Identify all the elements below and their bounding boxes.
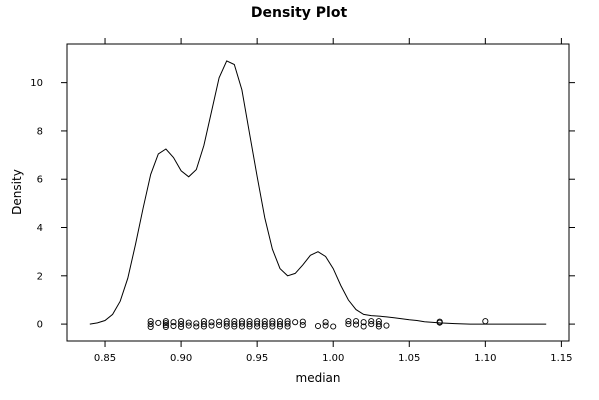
data-point: [193, 320, 200, 327]
y-tick-label: 10: [30, 78, 43, 89]
data-point: [178, 318, 185, 325]
data-point: [276, 323, 284, 330]
data-point: [162, 320, 169, 327]
data-point: [208, 319, 215, 326]
data-point: [147, 318, 154, 325]
data-point: [162, 322, 169, 329]
data-point: [345, 318, 352, 325]
x-tick-label: 1.00: [322, 353, 344, 364]
x-tick-label: 1.10: [474, 353, 496, 364]
data-point: [360, 323, 367, 330]
data-point: [330, 323, 337, 330]
data-point: [284, 320, 291, 327]
data-point: [375, 323, 382, 330]
y-tick-label: 2: [37, 271, 43, 282]
data-point: [360, 319, 367, 326]
data-point: [178, 323, 185, 331]
data-point: [223, 320, 230, 327]
data-point: [231, 321, 238, 328]
data-point: [223, 323, 230, 330]
data-point: [299, 318, 306, 325]
data-point: [261, 321, 268, 328]
data-point: [314, 322, 322, 330]
plot-frame: [66, 43, 570, 342]
data-point: [254, 320, 261, 327]
data-point: [162, 323, 169, 331]
x-axis-label: median: [296, 371, 341, 385]
data-point: [185, 322, 192, 329]
data-point: [436, 319, 443, 326]
data-point: [200, 323, 207, 330]
data-point: [261, 323, 268, 330]
data-point: [231, 323, 238, 330]
data-point: [276, 321, 284, 328]
data-point: [254, 323, 261, 330]
data-point: [284, 323, 291, 330]
x-tick-label: 0.90: [170, 353, 192, 364]
data-point: [246, 323, 253, 330]
data-point: [155, 319, 162, 326]
data-point: [292, 319, 299, 326]
data-point: [383, 322, 390, 329]
data-point: [238, 320, 245, 327]
x-tick-label: 0.95: [246, 353, 268, 364]
data-point: [178, 321, 185, 328]
data-point: [216, 322, 223, 329]
data-point: [162, 318, 169, 325]
data-point: [299, 322, 306, 329]
y-tick-label: 6: [37, 175, 43, 186]
x-tick-label: 0.85: [94, 353, 116, 364]
density-curve: [89, 60, 547, 325]
y-tick-label: 8: [37, 126, 43, 137]
data-point: [185, 319, 192, 326]
data-point: [322, 322, 329, 329]
data-point: [246, 321, 253, 328]
data-point: [147, 321, 154, 328]
data-point: [352, 321, 360, 328]
data-point: [352, 318, 360, 325]
data-point: [482, 318, 489, 325]
axis-ticks: 0.85 0.90 0.95 1.00 1.05 1.10 1.15 0 2 4 6 8 10: [30, 38, 575, 364]
x-tick-label: 1.15: [550, 353, 572, 364]
data-point: [208, 322, 215, 329]
data-point: [238, 323, 245, 330]
data-points: [147, 318, 489, 331]
data-point: [170, 322, 177, 330]
data-point: [193, 323, 200, 330]
data-point: [322, 319, 329, 326]
x-tick-label: 1.05: [398, 353, 420, 364]
chart-title: Density Plot: [251, 5, 348, 21]
data-point: [216, 318, 223, 325]
y-tick-label: 0: [37, 320, 43, 331]
data-point: [368, 318, 375, 325]
data-point: [375, 321, 382, 328]
y-tick-label: 4: [37, 223, 43, 234]
data-point: [345, 321, 352, 328]
data-point: [170, 319, 177, 326]
data-point: [147, 323, 154, 331]
data-point: [368, 321, 375, 328]
data-point: [200, 321, 207, 328]
data-point: [269, 323, 276, 330]
y-axis-label: Density: [10, 169, 24, 215]
data-point: [269, 320, 276, 327]
